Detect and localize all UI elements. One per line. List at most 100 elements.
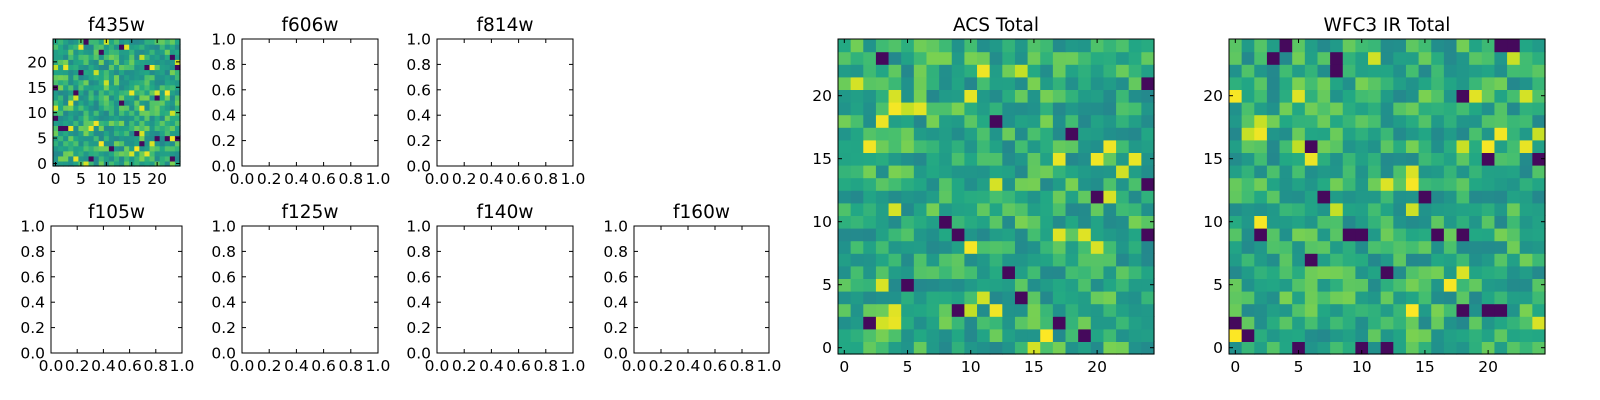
heatmap-cell [1393,177,1407,191]
heatmap-cell [119,125,125,132]
heatmap-cell [901,215,915,229]
heatmap-cell [1229,228,1243,242]
heatmap-cell [124,110,130,116]
heatmap-cell [113,125,120,132]
heatmap-cell [1532,89,1546,103]
x-tick-label: 0.4 [284,357,309,375]
heatmap-cell [1431,139,1445,153]
heatmap-cell [888,89,902,103]
heatmap-cell [83,64,90,71]
heatmap-cell [1368,316,1382,330]
heatmap-cell [1052,190,1067,204]
heatmap-cell [1002,228,1016,242]
heatmap-cell [169,125,176,132]
heatmap-cell [1014,102,1029,116]
heatmap-cell [108,110,115,116]
heatmap-cell [1405,64,1420,78]
heatmap-cell [1456,51,1470,65]
heatmap-cell [1103,303,1117,317]
heatmap-cell [1116,102,1130,116]
heatmap-cell [964,177,978,191]
heatmap-cell [119,59,125,65]
heatmap-cell [1519,228,1533,242]
heatmap-cell [850,177,864,191]
heatmap-cell [1266,89,1281,103]
heatmap-cell [108,84,115,91]
heatmap-cell [1507,265,1521,279]
heatmap-cell [1279,202,1293,216]
heatmap-cell [1229,152,1243,166]
heatmap-cell [1141,341,1155,355]
heatmap-cell [134,140,140,147]
heatmap-cell [1304,190,1319,204]
heatmap-cell [93,64,100,71]
heatmap-cell [1229,265,1243,279]
heatmap-cell [989,341,1003,355]
heatmap-cell [1292,202,1306,216]
heatmap-cell [850,51,864,65]
heatmap-cell [1494,89,1508,103]
heatmap-cell [129,110,135,116]
heatmap-cell [1380,303,1394,317]
heatmap-cell [68,59,74,65]
heatmap-cell [964,240,978,254]
heatmap-cell [1279,177,1293,191]
heatmap-cell [1229,303,1243,317]
heatmap-cell [1519,341,1533,355]
heatmap-cell [98,64,105,71]
heatmap-cell [1393,102,1407,116]
heatmap-cell [139,44,146,50]
heatmap-cell [1027,228,1041,242]
heatmap-cell [1065,152,1079,166]
heatmap-cell [1507,165,1521,179]
heatmap-cell [1342,76,1356,90]
heatmap-cell [939,51,953,65]
heatmap-cell [1380,64,1394,78]
heatmap-cell [1266,177,1281,191]
heatmap-cell [1456,328,1470,342]
heatmap-cell [951,89,965,103]
heatmap-cell [1078,139,1092,153]
heatmap-cell [926,152,940,166]
heatmap-cell [58,84,64,91]
heatmap-cell [68,94,74,101]
heatmap-cell [1103,341,1117,355]
heatmap-cell [93,145,100,152]
heatmap-cell [1065,76,1079,90]
heatmap-cell [164,49,171,55]
heatmap-cell [53,115,59,121]
heatmap-cell [1469,303,1483,317]
heatmap-cell [989,316,1003,330]
heatmap-cell [1040,127,1054,141]
heatmap-cell [888,215,902,229]
panel-title: f814w [477,15,534,36]
heatmap-cell [68,74,74,81]
heatmap-cell [939,114,953,128]
heatmap-cell [98,94,105,101]
heatmap-cell [103,120,110,126]
heatmap-cell [144,49,151,55]
heatmap-cell [1078,341,1092,355]
heatmap-cell [989,253,1003,267]
heatmap-cell [977,152,991,166]
heatmap-cell [1078,190,1092,204]
heatmap-cell [1014,215,1029,229]
heatmap-cell [1241,228,1255,242]
heatmap-cell [989,202,1003,216]
heatmap-cell [1254,127,1268,141]
heatmap-cell [73,84,79,91]
heatmap-cell [1431,39,1445,53]
heatmap-cell [838,76,852,90]
heatmap-cell [78,135,85,142]
heatmap-cell [1241,190,1255,204]
heatmap-cell [1241,316,1255,330]
heatmap-cell [1052,127,1067,141]
heatmap-cell [103,59,110,65]
heatmap-cell [134,135,140,142]
heatmap-cell [134,130,140,137]
heatmap-cell [1241,51,1255,65]
heatmap-cell [977,39,991,53]
heatmap-cell [1103,278,1117,292]
x-tick-label: 20 [147,170,167,188]
heatmap-cell [913,328,928,342]
